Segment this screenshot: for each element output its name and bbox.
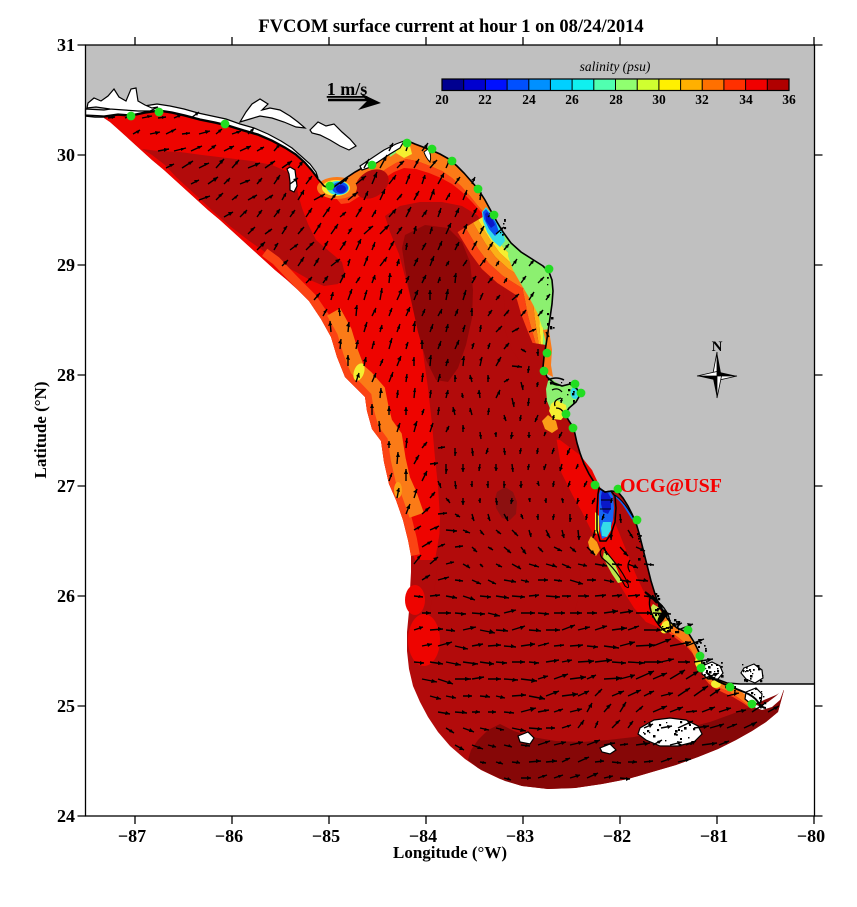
svg-text:29: 29	[57, 255, 75, 275]
svg-text:Latitude (°N): Latitude (°N)	[31, 382, 50, 479]
svg-text:26: 26	[565, 92, 579, 107]
svg-text:34: 34	[739, 92, 753, 107]
svg-text:28: 28	[57, 365, 75, 385]
svg-text:−82: −82	[603, 826, 631, 846]
svg-text:27: 27	[57, 476, 75, 496]
svg-text:30: 30	[57, 145, 75, 165]
svg-text:Longitude (°W): Longitude (°W)	[393, 843, 507, 862]
svg-text:26: 26	[57, 586, 75, 606]
svg-text:24: 24	[57, 806, 75, 826]
svg-text:25: 25	[57, 696, 75, 716]
svg-text:24: 24	[522, 92, 536, 107]
svg-text:31: 31	[57, 35, 75, 55]
svg-text:20: 20	[435, 92, 449, 107]
svg-text:30: 30	[652, 92, 666, 107]
svg-text:−87: −87	[118, 826, 146, 846]
svg-text:−84: −84	[409, 826, 437, 846]
svg-text:N: N	[712, 339, 723, 355]
svg-text:−83: −83	[506, 826, 534, 846]
svg-text:−80: −80	[797, 826, 825, 846]
svg-text:FVCOM surface current at hour: FVCOM surface current at hour 1 on 08/24…	[258, 17, 643, 37]
svg-text:−85: −85	[312, 826, 340, 846]
svg-text:28: 28	[609, 92, 623, 107]
svg-text:36: 36	[782, 92, 796, 107]
svg-text:OCG@USF: OCG@USF	[620, 475, 722, 497]
svg-text:32: 32	[695, 92, 709, 107]
svg-text:22: 22	[478, 92, 492, 107]
svg-text:−81: −81	[700, 826, 728, 846]
svg-text:salinity (psu): salinity (psu)	[580, 59, 651, 74]
svg-text:−86: −86	[215, 826, 243, 846]
svg-text:1 m/s: 1 m/s	[327, 79, 368, 99]
